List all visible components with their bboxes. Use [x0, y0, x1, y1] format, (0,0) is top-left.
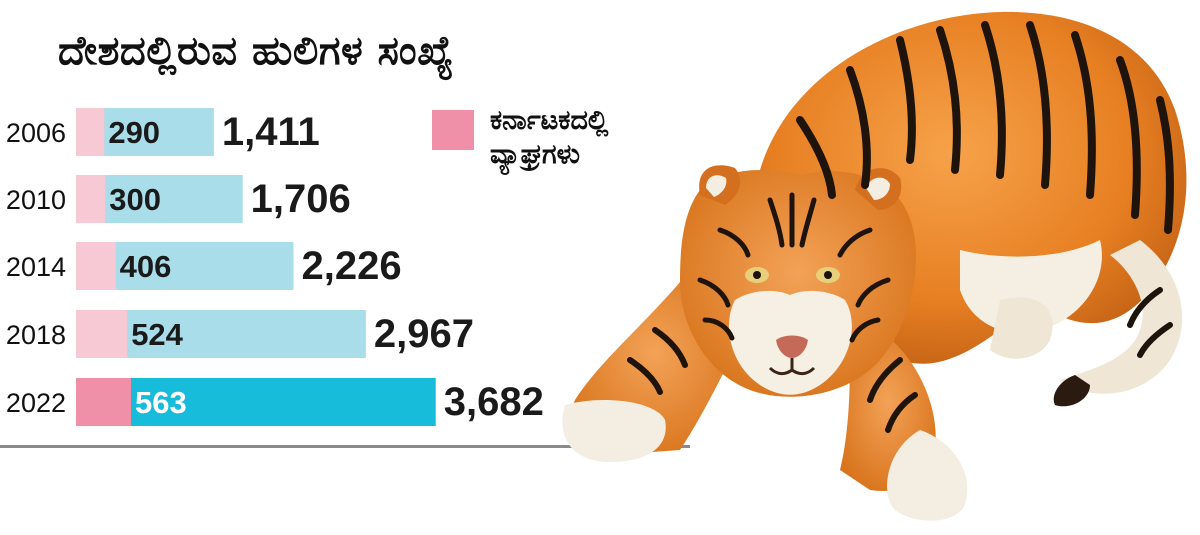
chart-title: ದೇಶದಲ್ಲಿರುವ ಹುಲಿಗಳ ಸಂಖ್ಯೆ	[58, 28, 454, 74]
legend-label-line2: ವ್ಯಾಘ್ರಗಳು	[490, 139, 580, 170]
data-label-india-2014: 2,226	[301, 244, 401, 288]
category-label-2022: 2022	[6, 388, 66, 418]
bar-karnataka-2006	[76, 108, 105, 156]
data-label-karnataka-2014: 406	[120, 249, 172, 284]
data-label-india-2010: 1,706	[251, 177, 351, 221]
chart-baseline	[0, 445, 690, 448]
category-label-2014: 2014	[6, 252, 66, 282]
data-label-india-2022: 3,682	[444, 380, 544, 424]
category-label-2018: 2018	[6, 320, 66, 350]
bar-karnataka-2018	[76, 310, 128, 358]
category-label-2006: 2006	[6, 118, 66, 148]
bar-karnataka-2010	[76, 175, 106, 223]
bar-karnataka-2022	[76, 378, 132, 426]
bar-karnataka-2014	[76, 242, 116, 290]
bar-chart: 2006 290 1,411 2010 300 1,706 2014 406 2,226 2018…	[6, 108, 544, 426]
data-label-karnataka-2018: 524	[131, 317, 183, 352]
bar-india-2022	[76, 378, 436, 426]
legend-label-karnataka: ಕರ್ನಾಟಕದಲ್ಲಿ ವ್ಯಾಘ್ರಗಳು	[490, 104, 690, 172]
data-label-karnataka-2006: 290	[108, 115, 160, 150]
data-label-india-2006: 1,411	[222, 110, 320, 154]
category-label-2010: 2010	[6, 185, 66, 215]
data-label-karnataka-2010: 300	[109, 182, 161, 217]
legend-label-line1: ಕರ್ನಾಟಕದಲ್ಲಿ	[490, 105, 609, 136]
legend-swatch-karnataka	[432, 110, 474, 150]
data-label-india-2018: 2,967	[374, 312, 474, 356]
data-label-karnataka-2022: 563	[135, 385, 187, 420]
